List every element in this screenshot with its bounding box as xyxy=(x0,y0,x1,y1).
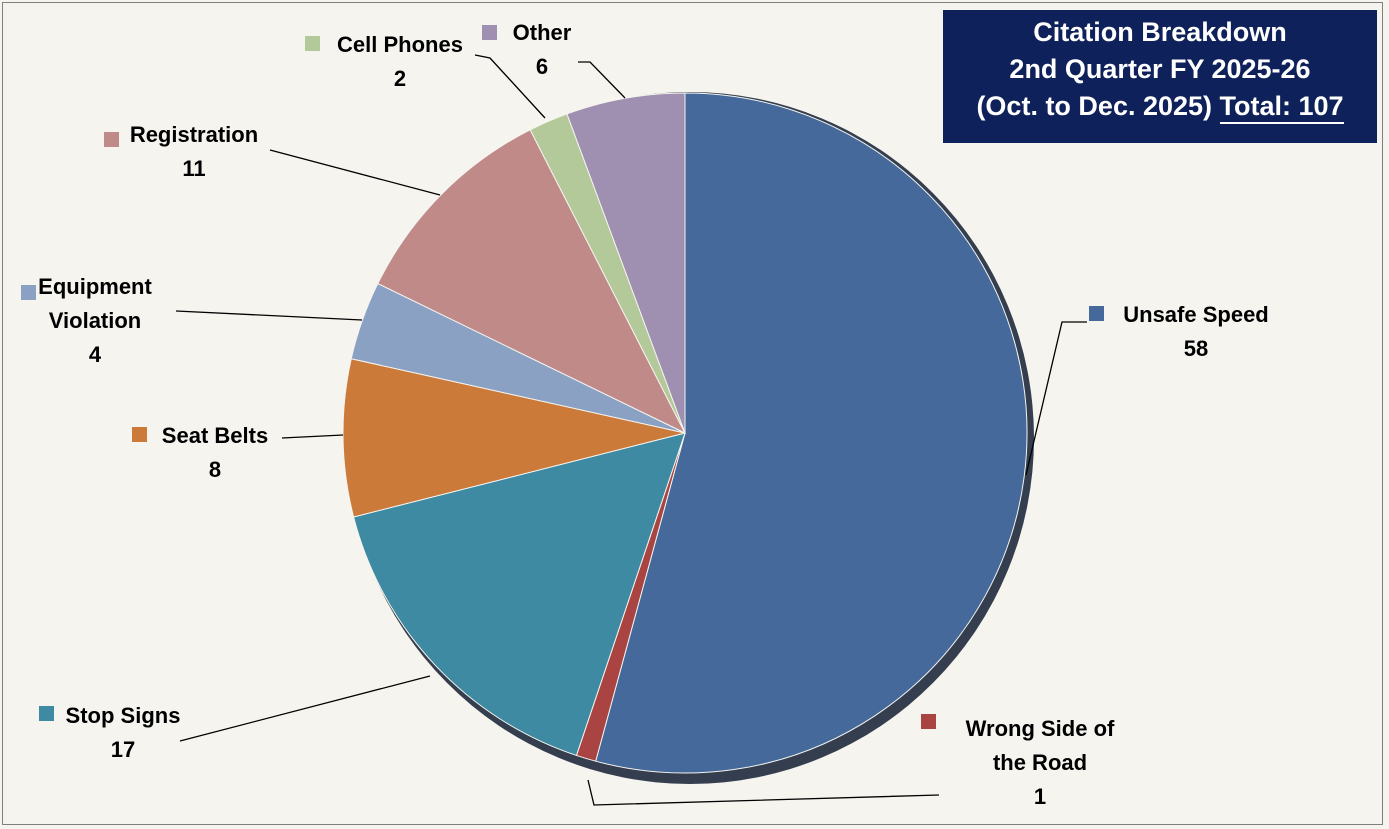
data-label-name-wrong-side-of-the-road: Wrong Side of xyxy=(966,716,1115,741)
title-line-1: Citation Breakdown xyxy=(1033,17,1287,47)
pie-slice-unsafe-speed xyxy=(595,92,1028,774)
label-swatch-registration xyxy=(104,132,119,147)
label-swatch-unsafe-speed xyxy=(1089,306,1104,321)
title-total: Total: 107 xyxy=(1219,91,1344,124)
data-label-value-unsafe-speed: 58 xyxy=(1184,336,1208,361)
data-label-name-wrong-side-of-the-road: the Road xyxy=(993,750,1087,775)
pie-slice-other xyxy=(566,92,686,434)
data-label-value-equipment-violation: 4 xyxy=(89,342,102,367)
data-label-value-stop-signs: 17 xyxy=(111,737,135,762)
data-label-name-cell-phones: Cell Phones xyxy=(337,32,463,57)
data-label-name-seat-belts: Seat Belts xyxy=(162,423,268,448)
label-swatch-other xyxy=(482,25,497,40)
leader-line-wrong-side-of-the-road xyxy=(587,779,940,806)
title-line-2: 2nd Quarter FY 2025-26 xyxy=(1009,54,1311,84)
data-label-value-seat-belts: 8 xyxy=(209,457,221,482)
label-swatch-cell-phones xyxy=(305,36,320,51)
data-label-name-stop-signs: Stop Signs xyxy=(66,703,181,728)
leader-line-equipment-violation xyxy=(175,310,363,321)
leader-line-seat-belts xyxy=(281,434,344,439)
leader-line-stop-signs xyxy=(179,675,431,742)
pie-slice-registration xyxy=(377,129,687,435)
data-label-value-wrong-side-of-the-road: 1 xyxy=(1034,784,1046,809)
pie-slices xyxy=(342,92,1028,774)
label-swatch-wrong-side-of-the-road xyxy=(921,714,936,729)
pie-slice-seat-belts xyxy=(342,358,686,518)
leader-lines xyxy=(175,54,1087,806)
leader-line-registration xyxy=(269,149,441,196)
data-label-name-other: Other xyxy=(513,20,572,45)
data-label-name-equipment-violation: Equipment xyxy=(38,274,152,299)
data-label-name-equipment-violation: Violation xyxy=(49,308,142,333)
leader-line-unsafe-speed xyxy=(1025,321,1087,476)
chart-title-box: Citation Breakdown 2nd Quarter FY 2025-2… xyxy=(943,10,1377,143)
data-label-value-cell-phones: 2 xyxy=(394,66,406,91)
title-line-3: (Oct. to Dec. 2025) Total: 107 xyxy=(943,88,1377,125)
title-period: (Oct. to Dec. 2025) xyxy=(976,91,1213,121)
label-swatch-stop-signs xyxy=(39,706,54,721)
slice-labels: Unsafe Speed 58 Wrong Side of the Road 1 Stop… xyxy=(21,20,1269,809)
leader-line-other xyxy=(578,61,626,99)
data-label-value-other: 6 xyxy=(536,54,548,79)
data-label-name-unsafe-speed: Unsafe Speed xyxy=(1123,302,1269,327)
label-swatch-seat-belts xyxy=(132,427,147,442)
data-label-value-registration: 11 xyxy=(182,156,205,181)
data-label-name-registration: Registration xyxy=(130,122,258,147)
pie-slice-stop-signs xyxy=(352,432,686,757)
label-swatch-equipment-violation xyxy=(21,285,36,300)
leader-line-cell-phones xyxy=(474,54,546,119)
